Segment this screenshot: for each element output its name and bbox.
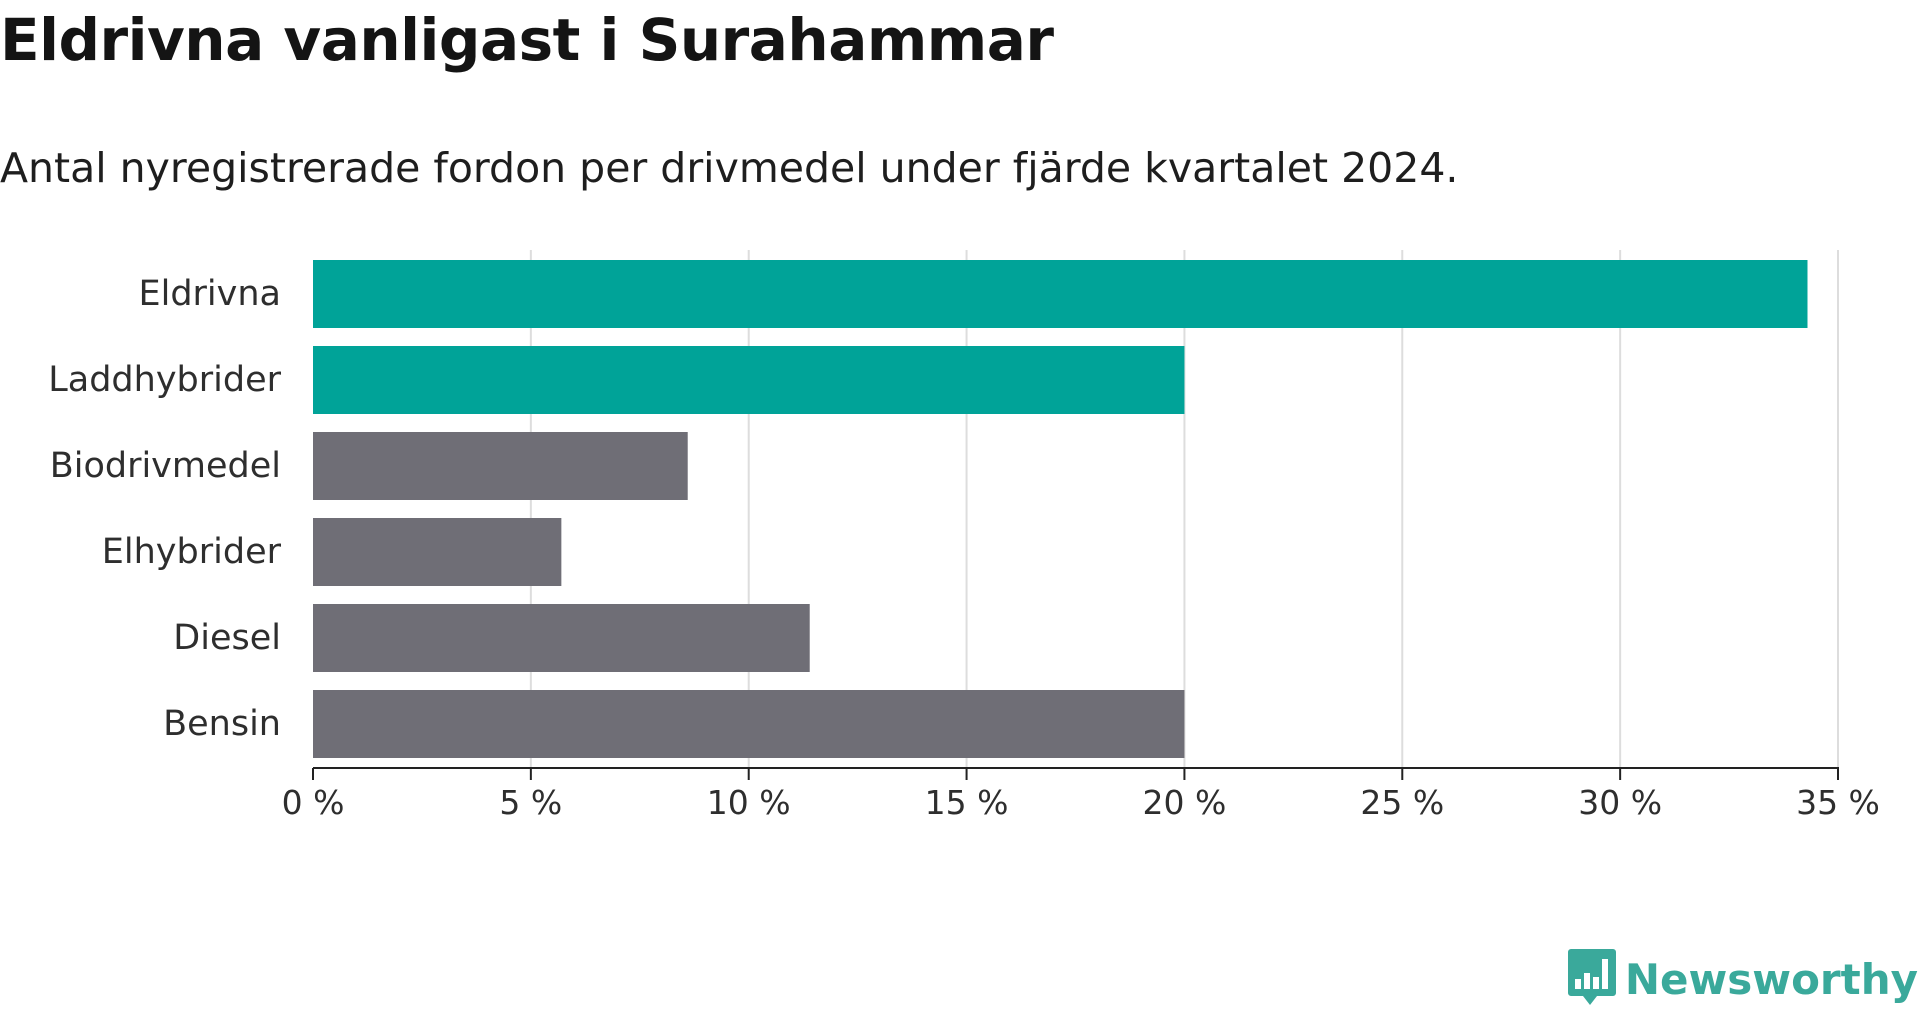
chart-title: Eldrivna vanligast i Surahammar: [0, 6, 1054, 74]
chart-bubble-icon: [1567, 947, 1617, 1011]
category-label: Bensin: [163, 704, 281, 744]
bar-bensin: [313, 690, 1185, 758]
logo-text: Newsworthy: [1624, 954, 1918, 1004]
bar-biodrivmedel: [313, 432, 688, 500]
bars: [313, 260, 1808, 758]
newsworthy-logo: Newsworthy: [1567, 948, 1918, 1010]
x-tick-label: 15 %: [925, 783, 1009, 822]
bar-laddhybrider: [313, 346, 1185, 414]
x-tick-label: 10 %: [707, 783, 791, 822]
category-label: Diesel: [173, 618, 281, 658]
category-labels: Eldrivna Laddhybrider Biodrivmedel Elhybrid…: [48, 274, 281, 744]
bar-elhybrider: [313, 518, 562, 586]
x-tick-label: 35 %: [1796, 783, 1880, 822]
x-tick-label: 5 %: [499, 783, 562, 822]
category-label: Biodrivmedel: [50, 446, 281, 486]
bar-eldrivna: [313, 260, 1808, 328]
x-tick-label: 20 %: [1143, 783, 1227, 822]
x-tick-label: 25 %: [1360, 783, 1444, 822]
bar-chart: Eldrivna Laddhybrider Biodrivmedel Elhybrid…: [48, 250, 1880, 822]
category-label: Elhybrider: [102, 532, 282, 572]
grid-lines: [529, 250, 1839, 768]
category-label: Laddhybrider: [48, 360, 281, 400]
bar-diesel: [313, 604, 810, 672]
chart-subtitle: Antal nyregistrerade fordon per drivmede…: [0, 144, 1459, 192]
x-axis: 0 % 5 % 10 % 15 % 20 % 25 % 30 % 35 %: [282, 767, 1880, 822]
x-tick-label: 30 %: [1578, 783, 1662, 822]
x-tick-label: 0 %: [282, 783, 345, 822]
category-label: Eldrivna: [138, 274, 281, 314]
